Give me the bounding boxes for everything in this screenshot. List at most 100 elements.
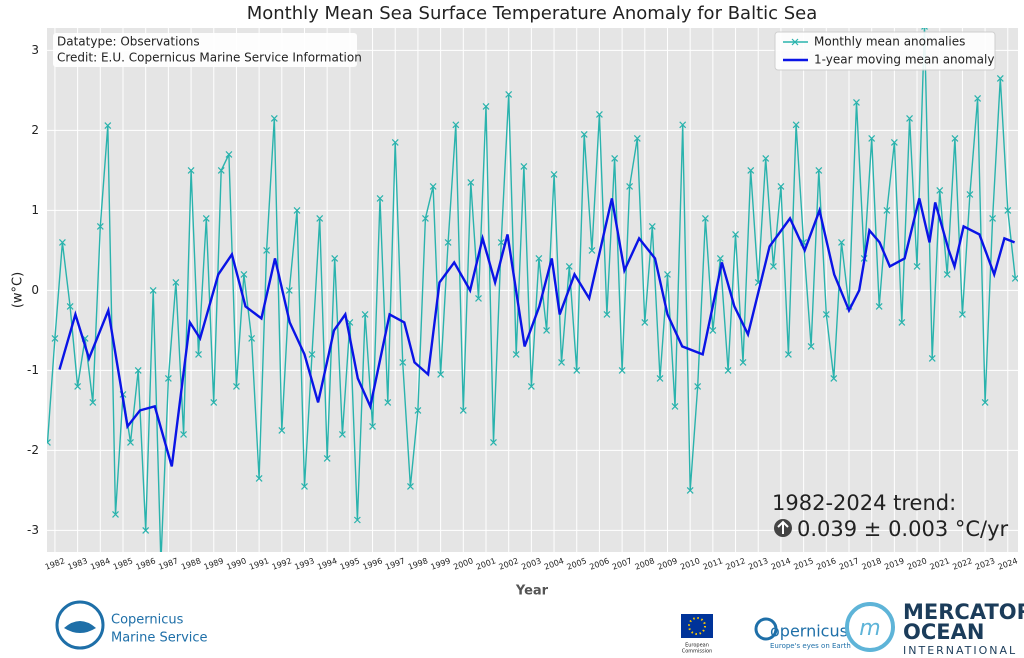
x-tick-label: 2022 <box>951 556 973 571</box>
marker <box>747 166 755 174</box>
marker <box>512 350 520 358</box>
y-axis-label: (w°C) <box>11 272 26 308</box>
marker <box>210 398 218 406</box>
marker <box>671 402 679 410</box>
x-tick-label: 1984 <box>89 556 111 571</box>
marker <box>739 358 747 366</box>
x-tick-label: 2008 <box>634 556 656 571</box>
marker <box>596 110 603 118</box>
marker <box>664 270 671 278</box>
marker <box>807 342 815 350</box>
marker <box>762 154 770 162</box>
marker <box>353 516 361 524</box>
marker <box>883 206 891 214</box>
marker <box>308 350 316 358</box>
marker <box>928 354 936 362</box>
marker <box>490 438 497 446</box>
logo-copernicus: opernicus Europe's eyes on Earth <box>754 617 851 650</box>
marker <box>838 238 845 246</box>
marker <box>611 154 619 162</box>
logo-text: OCEAN <box>903 620 984 644</box>
x-tick-label: 2001 <box>475 556 497 571</box>
marker <box>149 286 157 294</box>
marker <box>906 114 913 122</box>
marker <box>285 286 293 294</box>
x-tick-label: 1997 <box>384 556 406 571</box>
marker <box>180 430 187 438</box>
marker <box>323 454 331 462</box>
marker <box>112 510 119 518</box>
x-tick-label: 2006 <box>588 556 610 571</box>
marker <box>96 222 104 230</box>
y-tick-label: -3 <box>27 523 39 537</box>
trend-value: 0.039 ± 0.003 °C/yr <box>797 517 1009 541</box>
marker <box>444 238 452 246</box>
x-tick-label: 2000 <box>452 556 474 571</box>
marker <box>573 366 581 374</box>
marker <box>59 238 66 246</box>
marker <box>732 230 739 238</box>
marker <box>301 482 308 490</box>
marker <box>233 382 240 390</box>
legend-box <box>774 31 996 71</box>
x-tick-label: 2019 <box>883 556 905 571</box>
x-tick-label: 1989 <box>203 556 225 571</box>
marker <box>890 138 898 146</box>
marker <box>270 114 278 122</box>
marker <box>724 366 732 374</box>
marker <box>369 422 376 430</box>
y-tick-label: -1 <box>27 363 39 377</box>
marker <box>467 178 475 186</box>
logo-fish <box>64 621 96 633</box>
legend-marker <box>791 38 799 46</box>
marker <box>399 358 407 366</box>
x-tick-label: 1996 <box>361 556 383 571</box>
x-tick-label: 2012 <box>724 556 746 571</box>
x-tick-label: 2011 <box>702 556 724 571</box>
x-tick-label: 2003 <box>520 556 542 571</box>
x-tick-label: 1994 <box>316 556 338 571</box>
marker <box>853 98 860 106</box>
legend-label: Monthly mean anomalies <box>814 35 965 49</box>
marker <box>89 398 97 406</box>
marker <box>709 326 717 334</box>
marker <box>142 526 150 534</box>
marker <box>543 326 550 334</box>
marker <box>134 366 142 374</box>
marker <box>641 318 649 326</box>
x-tick-label: 1987 <box>157 556 179 571</box>
marker <box>497 238 505 246</box>
x-tick-label: 2010 <box>679 556 701 571</box>
x-tick-label: 1988 <box>180 556 202 571</box>
marker <box>996 74 1004 82</box>
marker <box>656 374 664 382</box>
marker <box>815 166 823 174</box>
x-tick-label: 2020 <box>906 556 928 571</box>
marker <box>966 190 974 198</box>
marker <box>104 122 112 130</box>
x-tick-label: 2009 <box>656 556 678 571</box>
logo-mercator: m MERCATOR OCEAN INTERNATIONAL <box>845 600 1024 657</box>
marker <box>338 430 346 438</box>
x-tick-label: 1995 <box>339 556 361 571</box>
marker <box>981 398 989 406</box>
x-tick-label: 2016 <box>815 556 837 571</box>
marker <box>784 350 792 358</box>
marker <box>830 374 838 382</box>
marker <box>913 262 921 270</box>
x-tick-label: 1986 <box>135 556 157 571</box>
logo-text: MERCATOR <box>903 600 1024 624</box>
marker <box>580 130 588 138</box>
marker <box>1004 206 1012 214</box>
logo-copernicus-marine: Copernicus Marine Service <box>55 600 208 650</box>
marker <box>974 94 982 102</box>
x-tick-label: 1999 <box>430 556 452 571</box>
logo-ec: European Commission <box>681 614 713 655</box>
marker <box>694 382 702 390</box>
marker <box>263 246 271 254</box>
marker <box>202 214 210 222</box>
marker <box>316 214 324 222</box>
marker <box>770 262 777 270</box>
x-tick-label: 1990 <box>225 556 247 571</box>
marker <box>74 382 82 390</box>
